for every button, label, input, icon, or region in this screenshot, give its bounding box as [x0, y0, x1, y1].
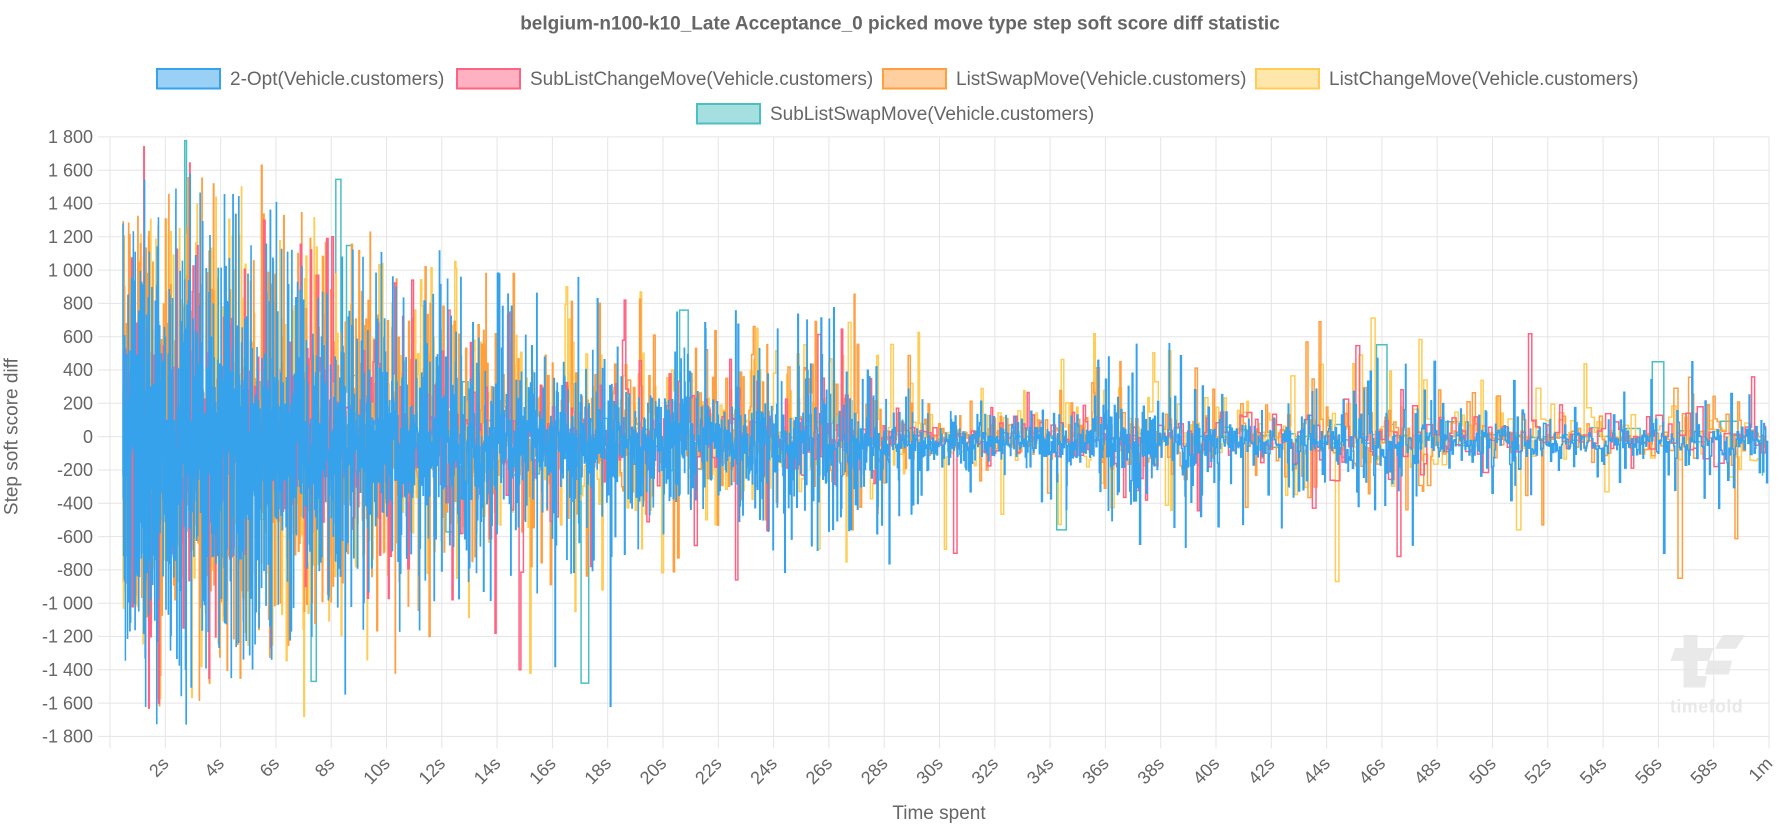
svg-text:10s: 10s: [359, 753, 394, 788]
svg-text:1 200: 1 200: [48, 227, 93, 247]
svg-text:1 600: 1 600: [48, 160, 93, 180]
svg-text:36s: 36s: [1078, 753, 1113, 788]
svg-text:20s: 20s: [636, 753, 671, 788]
svg-text:2s: 2s: [145, 753, 173, 781]
svg-text:32s: 32s: [968, 753, 1003, 788]
svg-text:48s: 48s: [1410, 753, 1445, 788]
svg-text:28s: 28s: [857, 753, 892, 788]
svg-text:ListChangeMove(Vehicle.custome: ListChangeMove(Vehicle.customers): [1329, 69, 1638, 90]
svg-text:1 000: 1 000: [48, 260, 93, 280]
svg-text:40s: 40s: [1189, 753, 1224, 788]
svg-text:SubListChangeMove(Vehicle.cust: SubListChangeMove(Vehicle.customers): [530, 69, 873, 90]
svg-text:24s: 24s: [746, 753, 781, 788]
svg-text:1 400: 1 400: [48, 194, 93, 214]
svg-text:-1 200: -1 200: [42, 627, 93, 647]
svg-text:26s: 26s: [802, 753, 837, 788]
svg-text:timefold: timefold: [1670, 697, 1743, 717]
svg-text:12s: 12s: [415, 753, 450, 788]
svg-text:14s: 14s: [470, 753, 505, 788]
svg-text:8s: 8s: [311, 753, 339, 781]
svg-text:44s: 44s: [1299, 753, 1334, 788]
svg-text:ListSwapMove(Vehicle.customers: ListSwapMove(Vehicle.customers): [956, 69, 1246, 90]
svg-text:34s: 34s: [1023, 753, 1058, 788]
svg-text:belgium-n100-k10_Late Acceptan: belgium-n100-k10_Late Acceptance_0 picke…: [520, 14, 1280, 35]
svg-text:0: 0: [83, 427, 93, 447]
svg-text:-400: -400: [57, 494, 93, 514]
svg-text:400: 400: [63, 360, 93, 380]
svg-text:2-Opt(Vehicle.customers): 2-Opt(Vehicle.customers): [230, 69, 444, 90]
svg-text:56s: 56s: [1631, 753, 1666, 788]
svg-text:-1 600: -1 600: [42, 693, 93, 713]
svg-text:-800: -800: [57, 560, 93, 580]
svg-text:200: 200: [63, 394, 93, 414]
svg-text:1 800: 1 800: [48, 127, 93, 147]
svg-text:-600: -600: [57, 527, 93, 547]
svg-text:-1 800: -1 800: [42, 727, 93, 747]
svg-text:600: 600: [63, 327, 93, 347]
svg-text:800: 800: [63, 294, 93, 314]
svg-text:50s: 50s: [1465, 753, 1500, 788]
svg-text:52s: 52s: [1521, 753, 1556, 788]
svg-text:-1 000: -1 000: [42, 593, 93, 613]
svg-text:46s: 46s: [1355, 753, 1390, 788]
svg-text:42s: 42s: [1244, 753, 1279, 788]
svg-text:4s: 4s: [200, 753, 228, 781]
svg-text:SubListSwapMove(Vehicle.custom: SubListSwapMove(Vehicle.customers): [770, 104, 1094, 125]
svg-text:30s: 30s: [912, 753, 947, 788]
svg-text:58s: 58s: [1687, 753, 1722, 788]
svg-text:38s: 38s: [1134, 753, 1169, 788]
svg-text:-1 400: -1 400: [42, 660, 93, 680]
svg-text:6s: 6s: [256, 753, 284, 781]
svg-text:Time spent: Time spent: [892, 803, 986, 824]
svg-text:22s: 22s: [691, 753, 726, 788]
svg-text:-200: -200: [57, 460, 93, 480]
svg-text:Step soft score diff: Step soft score diff: [2, 357, 23, 515]
svg-text:54s: 54s: [1576, 753, 1611, 788]
svg-text:16s: 16s: [525, 753, 560, 788]
svg-text:1m: 1m: [1745, 753, 1777, 785]
svg-text:18s: 18s: [581, 753, 616, 788]
